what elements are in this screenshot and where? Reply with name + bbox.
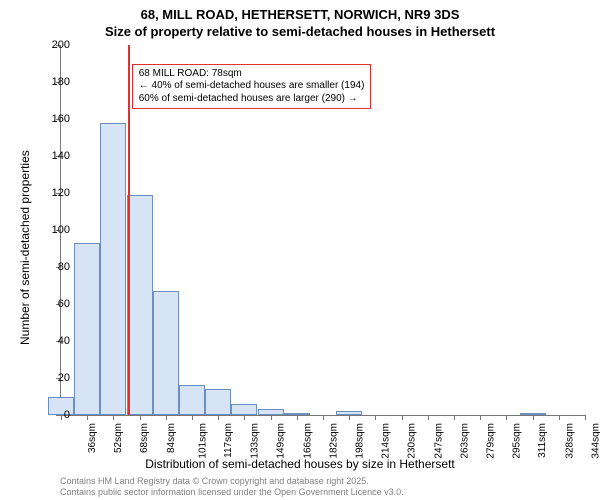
x-tick [166, 415, 167, 420]
chart-root: 68, MILL ROAD, HETHERSETT, NORWICH, NR9 … [0, 0, 600, 500]
annotation-line1: 68 MILL ROAD: 78sqm [139, 68, 365, 81]
x-tick [218, 415, 219, 420]
y-tick-label: 100 [40, 224, 70, 236]
annotation-line2: ← 40% of semi-detached houses are smalle… [139, 80, 365, 93]
x-tick [585, 415, 586, 420]
x-tick [533, 415, 534, 420]
y-tick-label: 160 [40, 113, 70, 125]
x-tick-label: 311sqm [537, 423, 548, 458]
histogram-bar [100, 123, 126, 415]
chart-title-line1: 68, MILL ROAD, HETHERSETT, NORWICH, NR9 … [0, 7, 600, 22]
x-tick [271, 415, 272, 420]
y-tick-label: 20 [40, 372, 70, 384]
x-tick-label: 133sqm [250, 423, 261, 459]
x-tick-label: 117sqm [223, 423, 234, 458]
x-tick-label: 328sqm [564, 423, 575, 459]
footnote-line1: Contains HM Land Registry data © Crown c… [60, 476, 369, 487]
histogram-bar [179, 385, 205, 415]
x-tick-label: 166sqm [302, 423, 313, 459]
y-axis-label: Number of semi-detached properties [18, 150, 32, 345]
annotation-line3: 60% of semi-detached houses are larger (… [139, 93, 365, 106]
x-tick-label: 214sqm [381, 423, 392, 459]
x-tick-label: 263sqm [459, 423, 470, 459]
x-tick-label: 149sqm [276, 423, 287, 459]
y-tick-label: 120 [40, 187, 70, 199]
x-tick [323, 415, 324, 420]
x-tick-label: 279sqm [486, 423, 497, 459]
y-tick-label: 200 [40, 39, 70, 51]
histogram-bar [127, 195, 153, 415]
histogram-bar [231, 404, 257, 415]
x-tick [140, 415, 141, 420]
x-tick-label: 68sqm [139, 423, 150, 453]
y-tick-label: 80 [40, 261, 70, 273]
y-tick-label: 0 [40, 409, 70, 421]
x-tick [87, 415, 88, 420]
x-tick [428, 415, 429, 420]
x-tick-label: 52sqm [113, 423, 124, 453]
x-tick-label: 36sqm [87, 423, 98, 453]
x-tick [454, 415, 455, 420]
x-tick-label: 198sqm [355, 423, 366, 459]
x-tick-label: 182sqm [328, 423, 339, 459]
y-tick-label: 140 [40, 150, 70, 162]
y-tick-label: 180 [40, 76, 70, 88]
x-tick [402, 415, 403, 420]
x-tick-label: 84sqm [166, 423, 177, 453]
footnote-line2: Contains public sector information licen… [60, 487, 404, 498]
annotation-box: 68 MILL ROAD: 78sqm← 40% of semi-detache… [132, 64, 372, 110]
x-tick [480, 415, 481, 420]
x-axis-label: Distribution of semi-detached houses by … [0, 457, 600, 471]
chart-title-line2: Size of property relative to semi-detach… [0, 24, 600, 39]
histogram-bar [205, 389, 231, 415]
x-tick [297, 415, 298, 420]
x-tick [192, 415, 193, 420]
x-tick [375, 415, 376, 420]
property-marker-line [128, 45, 130, 415]
x-tick [244, 415, 245, 420]
x-tick [113, 415, 114, 420]
x-tick [349, 415, 350, 420]
x-tick-label: 230sqm [407, 423, 418, 459]
x-tick-label: 247sqm [433, 423, 444, 459]
x-tick [559, 415, 560, 420]
x-tick-label: 295sqm [512, 423, 523, 459]
histogram-bar [74, 243, 100, 415]
plot-area: 68 MILL ROAD: 78sqm← 40% of semi-detache… [60, 45, 585, 416]
x-tick-label: 344sqm [590, 423, 600, 459]
x-tick-label: 101sqm [197, 423, 208, 459]
y-tick-label: 40 [40, 335, 70, 347]
y-tick-label: 60 [40, 298, 70, 310]
histogram-bar [153, 291, 179, 415]
x-tick [506, 415, 507, 420]
